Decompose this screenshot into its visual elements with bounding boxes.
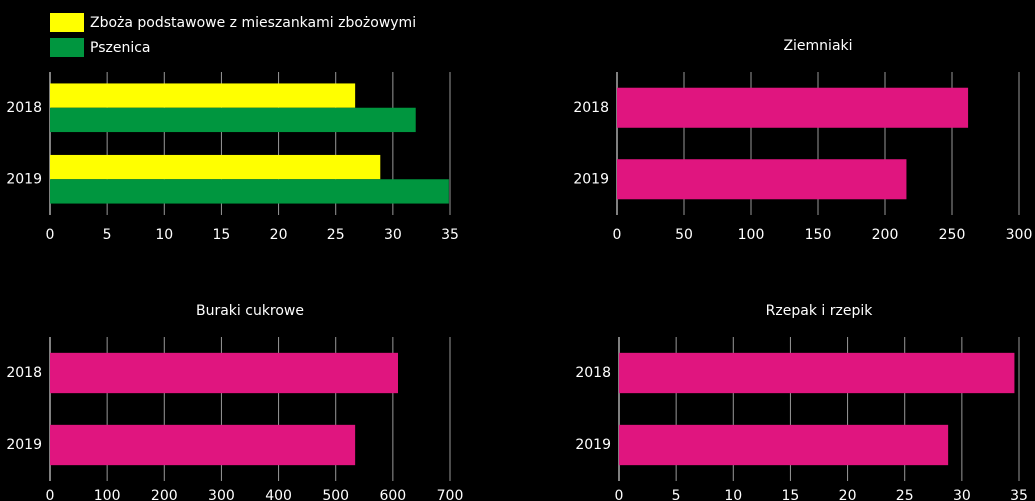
x-tick-label: 0 bbox=[46, 488, 55, 501]
x-tick-label: 5 bbox=[672, 488, 681, 501]
y-tick-label: 2018 bbox=[575, 365, 611, 381]
legend-swatch bbox=[50, 13, 84, 32]
chart-title: Ziemniaki bbox=[783, 38, 852, 54]
legend-label: Zboża podstawowe z mieszankami zbożowymi bbox=[90, 15, 416, 31]
x-tick-label: 250 bbox=[939, 227, 966, 243]
legend-label: Pszenica bbox=[90, 40, 151, 56]
x-tick-label: 300 bbox=[208, 488, 235, 501]
y-tick-label: 2018 bbox=[6, 365, 42, 381]
x-tick-label: 30 bbox=[384, 227, 402, 243]
x-tick-label: 600 bbox=[379, 488, 406, 501]
x-tick-label: 20 bbox=[270, 227, 288, 243]
x-tick-label: 100 bbox=[94, 488, 121, 501]
x-tick-label: 400 bbox=[265, 488, 292, 501]
x-tick-label: 25 bbox=[327, 227, 345, 243]
x-tick-label: 700 bbox=[437, 488, 464, 501]
x-tick-label: 300 bbox=[1006, 227, 1033, 243]
bar bbox=[50, 154, 381, 180]
x-tick-label: 35 bbox=[1010, 488, 1028, 501]
x-tick-label: 5 bbox=[103, 227, 112, 243]
bar bbox=[617, 159, 907, 200]
bar bbox=[50, 352, 398, 394]
x-tick-label: 20 bbox=[839, 488, 857, 501]
bar bbox=[619, 352, 1015, 394]
y-tick-label: 2019 bbox=[6, 171, 42, 187]
y-tick-label: 2018 bbox=[573, 100, 609, 116]
bar bbox=[50, 424, 356, 466]
y-tick-label: 2018 bbox=[6, 100, 42, 116]
bar bbox=[617, 87, 969, 128]
bar bbox=[619, 424, 949, 466]
x-tick-label: 500 bbox=[322, 488, 349, 501]
x-tick-label: 0 bbox=[46, 227, 55, 243]
x-tick-label: 100 bbox=[738, 227, 765, 243]
y-tick-label: 2019 bbox=[573, 171, 609, 187]
x-tick-label: 10 bbox=[155, 227, 173, 243]
y-tick-label: 2019 bbox=[6, 437, 42, 453]
x-tick-label: 15 bbox=[213, 227, 231, 243]
x-tick-label: 50 bbox=[675, 227, 693, 243]
x-tick-label: 0 bbox=[613, 227, 622, 243]
x-tick-label: 35 bbox=[441, 227, 459, 243]
x-tick-label: 0 bbox=[615, 488, 624, 501]
x-tick-label: 15 bbox=[782, 488, 800, 501]
x-tick-label: 200 bbox=[872, 227, 899, 243]
x-tick-label: 200 bbox=[151, 488, 178, 501]
x-tick-label: 150 bbox=[805, 227, 832, 243]
x-tick-label: 25 bbox=[896, 488, 914, 501]
bar bbox=[50, 83, 356, 108]
chart-title: Rzepak i rzepik bbox=[766, 303, 874, 319]
bar bbox=[50, 107, 416, 133]
x-tick-label: 10 bbox=[724, 488, 742, 501]
bar bbox=[50, 179, 449, 204]
x-tick-label: 30 bbox=[953, 488, 971, 501]
y-tick-label: 2019 bbox=[575, 437, 611, 453]
legend-swatch bbox=[50, 38, 84, 57]
chart-title: Buraki cukrowe bbox=[196, 303, 304, 319]
